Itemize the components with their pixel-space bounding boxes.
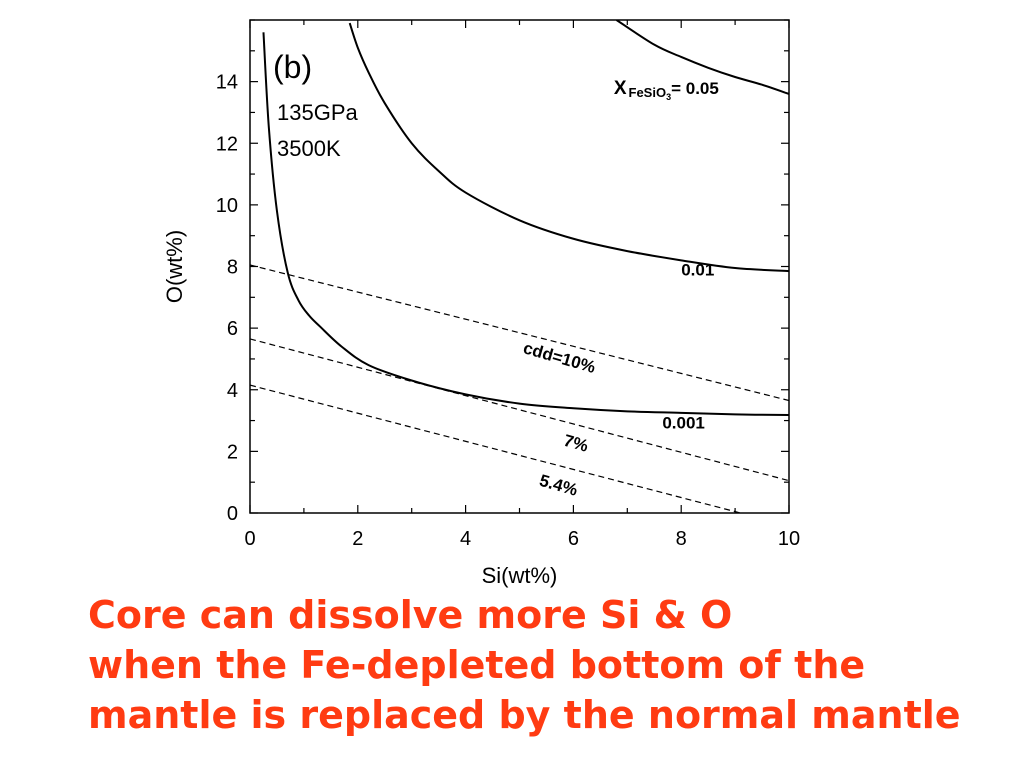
panel-label: (b) xyxy=(273,49,312,85)
x-tick-label: 6 xyxy=(568,528,579,550)
caption-line-3: mantle is replaced by the normal mantle xyxy=(88,693,961,737)
annotation-label: 7% xyxy=(562,431,591,456)
series-line-10 xyxy=(250,264,789,402)
y-tick-label: 8 xyxy=(227,257,238,279)
condition-label: 3500K xyxy=(277,136,341,161)
caption-line-2: when the Fe-depleted bottom of the xyxy=(88,643,866,687)
y-tick-label: 14 xyxy=(216,72,238,94)
x-tick-label: 10 xyxy=(778,528,800,550)
annotation-label: X FeSiO3= 0.05 xyxy=(614,78,719,102)
annotation-label: 0.01 xyxy=(681,261,714,280)
caption-line-1: Core can dissolve more Si & O xyxy=(88,593,733,637)
series-line-0001 xyxy=(262,32,789,417)
annotation-label: 0.001 xyxy=(662,413,705,432)
x-tick-label: 8 xyxy=(676,528,687,550)
x-axis-label: Si(wt%) xyxy=(482,563,558,588)
annotation-label: 5.4% xyxy=(537,471,579,500)
phase-chart: 0 2 4 6 8 10 0 2 4 6 8 10 12 14 Si(wt%) O(wt%) (b) 135GPa… xyxy=(162,19,800,588)
y-tick-label: 4 xyxy=(227,380,238,402)
plot-area: 0 2 4 6 8 10 0 2 4 6 8 10 12 14 Si(wt%) O(wt%) (b) 135GPa… xyxy=(162,19,800,588)
series-line-54 xyxy=(250,384,741,513)
y-axis-label: O(wt%) xyxy=(162,230,187,303)
condition-label: 135GPa xyxy=(277,100,358,125)
series-line-7 xyxy=(250,338,789,482)
slide-caption: Core can dissolve more Si & O when the F… xyxy=(88,590,1008,740)
series-line-005 xyxy=(615,20,789,95)
x-tick-label: 0 xyxy=(244,528,255,550)
y-tick-label: 6 xyxy=(227,318,238,340)
series-line-001 xyxy=(348,22,789,273)
y-tick-label: 12 xyxy=(216,133,238,155)
y-tick-label: 10 xyxy=(216,195,238,217)
annotation-label: cdd=10% xyxy=(521,338,598,377)
x-tick-label: 4 xyxy=(460,528,471,550)
series-group xyxy=(250,20,789,513)
x-tick-label: 2 xyxy=(352,528,363,550)
y-tick-label: 0 xyxy=(227,503,238,525)
y-tick-label: 2 xyxy=(227,441,238,463)
